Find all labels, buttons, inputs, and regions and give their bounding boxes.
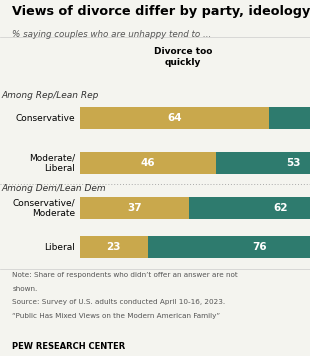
Text: 62: 62 (273, 203, 288, 213)
Text: “Public Has Mixed Views on the Modern American Family”: “Public Has Mixed Views on the Modern Am… (12, 313, 220, 319)
Text: Views of divorce differ by party, ideology: Views of divorce differ by party, ideolo… (12, 5, 310, 19)
Text: Liberal: Liberal (44, 242, 75, 252)
Text: 64: 64 (167, 113, 181, 123)
Bar (80, 152, 215, 174)
Text: 23: 23 (106, 242, 121, 252)
Text: Divorce too
quickly: Divorce too quickly (154, 47, 212, 67)
Bar (80, 107, 269, 130)
Text: Source: Survey of U.S. adults conducted April 10-16, 2023.: Source: Survey of U.S. adults conducted … (12, 299, 226, 305)
Bar (80, 197, 189, 219)
Text: PEW RESEARCH CENTER: PEW RESEARCH CENTER (12, 342, 126, 351)
Text: 37: 37 (127, 203, 142, 213)
Bar (269, 107, 310, 130)
Text: shown.: shown. (12, 286, 38, 292)
Text: 76: 76 (253, 242, 267, 252)
Text: % saying couples who are unhappy tend to ...: % saying couples who are unhappy tend to… (12, 30, 212, 39)
Text: Moderate/
Liberal: Moderate/ Liberal (29, 153, 75, 173)
Text: Conservative/
Moderate: Conservative/ Moderate (13, 198, 75, 218)
Text: Among Dem/Lean Dem: Among Dem/Lean Dem (2, 184, 106, 193)
Bar (189, 197, 310, 219)
Text: 46: 46 (140, 158, 155, 168)
Text: Conservative: Conservative (16, 114, 75, 123)
Bar (80, 236, 148, 258)
Text: Among Rep/Lean Rep: Among Rep/Lean Rep (2, 91, 99, 100)
Text: 53: 53 (286, 158, 301, 168)
Bar (148, 236, 310, 258)
Bar (215, 152, 310, 174)
Text: Note: Share of respondents who didn’t offer an answer are not: Note: Share of respondents who didn’t of… (12, 272, 238, 278)
